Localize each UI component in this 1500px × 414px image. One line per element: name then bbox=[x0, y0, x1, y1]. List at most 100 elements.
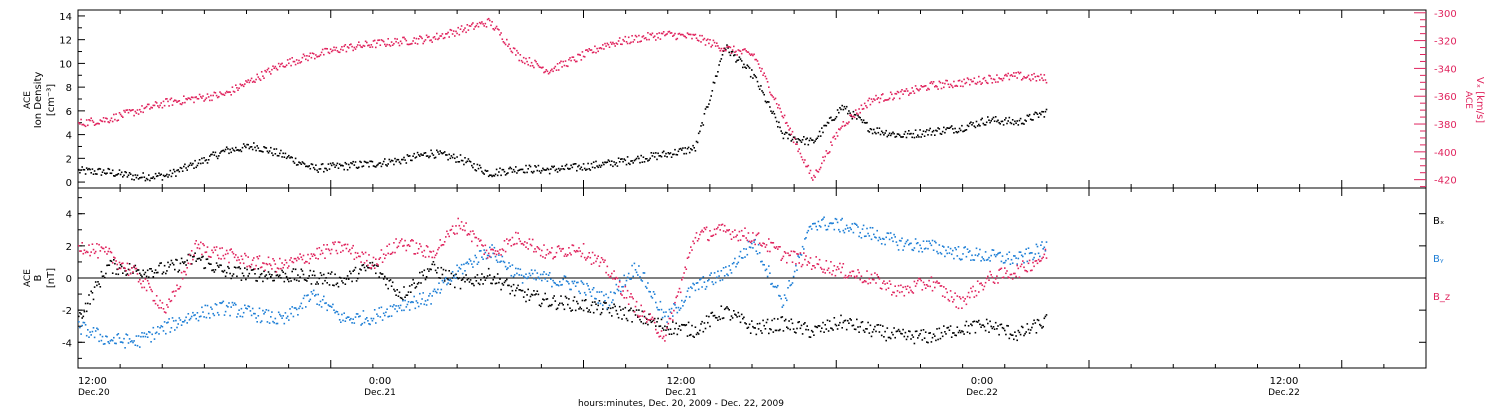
bz-point bbox=[437, 248, 439, 251]
bz-point bbox=[798, 262, 800, 264]
bz-point bbox=[984, 281, 987, 284]
bz-point bbox=[1043, 253, 1046, 256]
bx-point bbox=[1001, 326, 1004, 329]
bx-point bbox=[235, 266, 237, 269]
by-point bbox=[529, 274, 532, 277]
vx-point bbox=[599, 47, 602, 49]
by-point bbox=[854, 223, 857, 225]
by-point bbox=[347, 316, 350, 318]
bz-point bbox=[843, 276, 846, 279]
density-point bbox=[737, 59, 740, 61]
density-point bbox=[235, 146, 237, 149]
bz-point bbox=[850, 275, 852, 277]
density-point bbox=[949, 126, 952, 129]
vx-point bbox=[860, 104, 863, 107]
density-point bbox=[719, 60, 721, 63]
by-point bbox=[295, 308, 298, 311]
bz-point bbox=[362, 253, 365, 255]
density-point bbox=[241, 146, 244, 149]
by-point bbox=[674, 304, 676, 306]
bx-point bbox=[587, 310, 589, 313]
density-point bbox=[860, 119, 863, 121]
vx-point bbox=[825, 150, 828, 152]
bz-point bbox=[106, 253, 108, 255]
by-point bbox=[608, 304, 611, 307]
vx-point bbox=[517, 52, 519, 54]
bx-point bbox=[417, 281, 420, 284]
bz-point bbox=[589, 256, 592, 259]
by-point bbox=[621, 286, 623, 288]
density-point bbox=[289, 157, 291, 159]
by-point bbox=[124, 347, 126, 349]
bz-point bbox=[1015, 275, 1017, 278]
by-point bbox=[782, 304, 785, 307]
by-point bbox=[694, 289, 697, 292]
bz-point bbox=[428, 255, 430, 258]
density-point bbox=[882, 131, 884, 134]
bx-point bbox=[535, 293, 537, 295]
by-point bbox=[165, 332, 167, 335]
vx-point bbox=[170, 97, 173, 100]
vx-point bbox=[617, 40, 620, 42]
bz-point bbox=[982, 288, 985, 291]
density-point bbox=[631, 160, 633, 162]
bz-point bbox=[964, 298, 966, 300]
density-point bbox=[158, 172, 160, 174]
by-point bbox=[1041, 241, 1043, 243]
vx-point bbox=[203, 100, 205, 102]
bx-point bbox=[250, 269, 253, 271]
bz-point bbox=[783, 251, 786, 253]
bx-point bbox=[371, 261, 374, 264]
density-point bbox=[229, 148, 231, 151]
bx-point bbox=[980, 326, 982, 328]
vx-point bbox=[251, 81, 254, 83]
by-point bbox=[745, 248, 747, 250]
by-point bbox=[225, 304, 228, 307]
vx-point bbox=[141, 105, 143, 107]
bz-point bbox=[390, 252, 393, 255]
by-point bbox=[961, 258, 963, 261]
bx-point bbox=[973, 320, 976, 323]
vx-point bbox=[696, 39, 699, 41]
density-point bbox=[399, 162, 402, 165]
bx-point bbox=[603, 301, 605, 304]
vx-point bbox=[315, 54, 317, 56]
bx-point bbox=[1024, 332, 1026, 335]
density-point bbox=[352, 160, 354, 163]
bz-point bbox=[250, 263, 253, 266]
bx-point bbox=[318, 277, 321, 280]
density-point bbox=[856, 118, 858, 120]
by-point bbox=[133, 340, 135, 342]
vx-point bbox=[923, 85, 926, 87]
by-point bbox=[244, 304, 246, 307]
by-point bbox=[539, 273, 542, 276]
by-point bbox=[170, 327, 173, 329]
top-left-ytick-label: 12 bbox=[59, 36, 72, 47]
density-point bbox=[729, 54, 732, 57]
bz-point bbox=[181, 277, 184, 280]
vx-point bbox=[555, 69, 558, 71]
density-point bbox=[852, 110, 855, 113]
density-point bbox=[506, 172, 508, 175]
by-point bbox=[450, 280, 453, 282]
density-point bbox=[310, 163, 313, 165]
by-point bbox=[970, 259, 972, 261]
vx-point bbox=[133, 114, 135, 117]
vx-point bbox=[722, 47, 725, 50]
density-point bbox=[96, 173, 98, 175]
density-point bbox=[1022, 122, 1024, 125]
bz-point bbox=[801, 263, 804, 266]
density-point bbox=[914, 129, 917, 131]
bz-point bbox=[974, 290, 977, 292]
bx-point bbox=[168, 266, 170, 268]
by-point bbox=[522, 275, 525, 278]
bx-point bbox=[620, 309, 622, 311]
density-point bbox=[875, 132, 877, 135]
bx-point bbox=[274, 270, 277, 273]
vx-point bbox=[823, 159, 825, 162]
bz-point bbox=[963, 300, 965, 302]
vx-point bbox=[926, 89, 928, 91]
vx-point bbox=[914, 85, 917, 87]
bx-point bbox=[157, 271, 159, 274]
density-point bbox=[388, 158, 391, 161]
